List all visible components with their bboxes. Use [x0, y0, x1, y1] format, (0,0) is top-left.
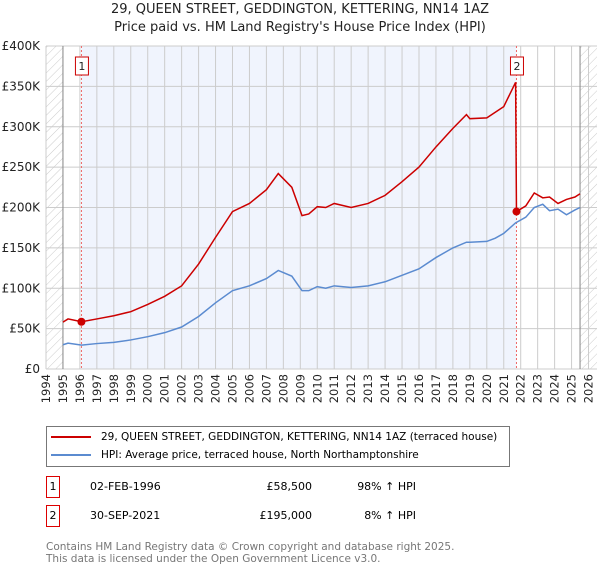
x-tick-label: 2002 [175, 374, 189, 403]
hpi-line [62, 203, 581, 346]
legend-red-line-icon [51, 436, 91, 438]
sale-row: 2 30-SEP-2021 £195,000 8% ↑ HPI [46, 505, 446, 527]
x-tick-label: 2008 [276, 374, 290, 403]
x-tick-label: 1998 [107, 374, 121, 403]
x-tick-label: 2015 [395, 374, 409, 403]
legend-property: 29, QUEEN STREET, GEDDINGTON, KETTERING,… [101, 431, 498, 443]
x-tick-label: 1994 [39, 374, 53, 403]
y-tick-label: £50K [9, 322, 41, 336]
sale-point [77, 317, 86, 326]
x-tick-label: 1999 [124, 374, 138, 403]
y-tick-label: £250K [2, 160, 42, 174]
y-tick-label: £400K [2, 39, 42, 53]
legend-hpi: HPI: Average price, terraced house, Nort… [101, 449, 419, 461]
sale-hpi: 98% ↑ HPI [357, 480, 416, 493]
x-tick-label: 1995 [56, 374, 70, 403]
sale-row: 1 02-FEB-1996 £58,500 98% ↑ HPI [46, 476, 446, 498]
sale-date: 02-FEB-1996 [90, 480, 161, 493]
copyright-line: Contains HM Land Registry data © Crown c… [46, 541, 455, 553]
sale-price: £58,500 [266, 480, 313, 493]
x-tick-label: 2020 [480, 374, 494, 403]
x-tick-label: 2006 [242, 374, 256, 403]
x-tick-label: 2021 [497, 374, 511, 403]
x-tick-label: 2011 [327, 374, 341, 403]
x-tick-label: 2025 [565, 374, 579, 403]
price-chart: 1994 1995 1996 1997 1998 1999 2000 2001 2002 2003… [2, 39, 597, 403]
y-tick-label: £300K [2, 120, 42, 134]
sale-label-box [509, 56, 524, 76]
licence-line: This data is licensed under the Open Gov… [46, 553, 381, 565]
y-tick-label: £200K [2, 201, 42, 215]
x-tick-label: 2000 [141, 374, 155, 403]
x-tick-label: 2012 [344, 374, 358, 403]
x-tick-label: 2017 [429, 374, 443, 403]
legend-blue-line-icon [51, 454, 91, 456]
y-tick-label: £150K [2, 241, 42, 255]
x-tick-label: 2019 [463, 374, 477, 403]
x-tick-label: 2024 [548, 374, 562, 403]
chart-title: 29, QUEEN STREET, GEDDINGTON, KETTERING,… [110, 2, 490, 17]
sale-badge: 2 [46, 505, 60, 527]
legend: 29, QUEEN STREET, GEDDINGTON, KETTERING,… [46, 426, 510, 467]
x-tick-label: 2016 [412, 374, 426, 403]
y-tick-label: £100K [2, 281, 42, 295]
x-tick-label: 2005 [225, 374, 239, 403]
x-tick-label: 2004 [209, 374, 223, 403]
x-tick-label: 2007 [259, 374, 273, 403]
sale-label: 2 [513, 60, 520, 73]
x-tick-label: 2018 [446, 374, 460, 403]
x-tick-label: 2013 [361, 374, 375, 403]
x-tick-label: 2010 [310, 374, 324, 403]
x-tick-label: 1997 [90, 374, 104, 403]
sale-hpi: 8% ↑ HPI [364, 509, 416, 522]
x-tick-label: 2001 [158, 374, 172, 403]
y-tick-label: £0 [25, 362, 40, 376]
price-paid-line [62, 82, 581, 323]
x-tick-label: 2023 [531, 374, 545, 403]
x-tick-label: 2022 [514, 374, 528, 403]
sale-label-box [74, 56, 89, 76]
x-tick-label: 2026 [582, 374, 596, 403]
footer: Contains HM Land Registry data © Crown c… [46, 541, 454, 565]
sale-point [512, 207, 521, 216]
x-tick-label: 1996 [73, 374, 87, 403]
sale-badge: 1 [46, 476, 60, 498]
x-tick-label: 2003 [192, 374, 206, 403]
sale-date: 30-SEP-2021 [90, 509, 161, 522]
sale-price: £195,000 [259, 509, 313, 522]
sale-label: 1 [78, 60, 85, 73]
x-tick-label: 2014 [378, 374, 392, 403]
x-tick-label: 2009 [293, 374, 307, 403]
chart-subtitle: Price paid vs. HM Land Registry's House … [114, 20, 486, 35]
y-tick-label: £350K [2, 79, 42, 93]
